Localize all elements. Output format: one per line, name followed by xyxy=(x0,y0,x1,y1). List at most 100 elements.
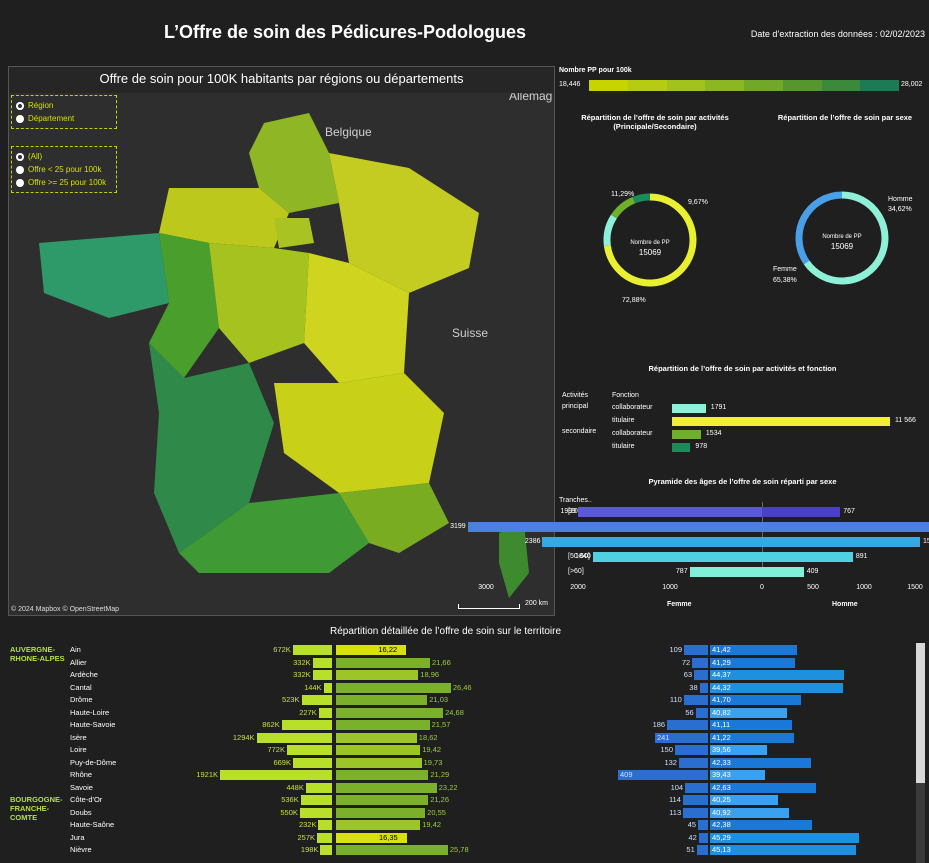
france-map[interactable] xyxy=(9,93,554,615)
pp-bar[interactable] xyxy=(685,782,708,793)
fonction-bar[interactable] xyxy=(672,404,706,413)
pop-bar[interactable] xyxy=(320,845,332,855)
rate-bar[interactable] xyxy=(336,732,417,743)
pop-bar[interactable] xyxy=(286,745,332,755)
donut-sex[interactable]: Nombre de PP 15069 xyxy=(792,188,892,288)
pop-bar[interactable] xyxy=(305,782,332,793)
donut-segment[interactable] xyxy=(611,196,636,219)
radio-icon[interactable] xyxy=(16,114,24,123)
age-bar[interactable] xyxy=(710,657,795,668)
pyramid-bar-homme[interactable] xyxy=(762,552,853,562)
pyramid-bar-homme[interactable] xyxy=(762,567,804,577)
age-bar[interactable] xyxy=(710,795,778,805)
rate-bar[interactable] xyxy=(336,770,429,780)
pyramid-bar-femme[interactable] xyxy=(578,507,762,517)
donut-segment[interactable] xyxy=(803,191,889,285)
pyramid-bar-homme[interactable] xyxy=(762,537,920,547)
pop-bar[interactable] xyxy=(301,695,332,705)
age-bar[interactable] xyxy=(710,695,802,705)
rate-bar[interactable] xyxy=(336,795,429,805)
pop-bar[interactable] xyxy=(256,732,332,743)
rate-bar[interactable] xyxy=(336,720,430,730)
scrollbar-thumb[interactable] xyxy=(916,643,925,783)
donut-segment[interactable] xyxy=(603,214,617,247)
radio-icon[interactable] xyxy=(16,101,24,110)
pyramid-bar-femme[interactable] xyxy=(542,537,762,547)
radio-icon[interactable] xyxy=(16,152,24,161)
pop-bar[interactable] xyxy=(317,832,332,843)
rate-bar[interactable] xyxy=(336,707,444,718)
rate-bar[interactable] xyxy=(336,682,451,693)
rate-bar[interactable] xyxy=(336,845,448,855)
pp-bar[interactable] xyxy=(683,695,708,705)
pp-bar[interactable] xyxy=(678,757,708,768)
pop-bar[interactable] xyxy=(318,707,332,718)
map-view[interactable]: Belgique Suisse Allemag Région Départeme… xyxy=(9,93,554,615)
pp-bar[interactable] xyxy=(682,795,708,805)
age-bar[interactable] xyxy=(710,682,844,693)
age-bar[interactable] xyxy=(710,745,767,755)
offer-option-ge25[interactable]: Offre >= 25 pour 100k xyxy=(16,176,112,189)
rate-bar[interactable] xyxy=(336,832,407,843)
donut-activity[interactable]: Nombre de PP 15069 xyxy=(600,190,700,290)
rate-bar[interactable] xyxy=(336,807,426,818)
pp-bar[interactable] xyxy=(694,670,708,680)
rate-bar[interactable] xyxy=(336,670,419,680)
age-bar[interactable] xyxy=(710,807,789,818)
pp-bar[interactable] xyxy=(654,732,708,743)
pyramid-bar-femme[interactable] xyxy=(689,567,762,577)
fonction-bar[interactable] xyxy=(672,417,890,426)
age-bar[interactable] xyxy=(710,720,792,730)
rate-bar[interactable] xyxy=(336,645,407,655)
rate-bar[interactable] xyxy=(336,782,437,793)
radio-icon[interactable] xyxy=(16,178,24,187)
pp-bar[interactable] xyxy=(675,745,708,755)
pp-bar[interactable] xyxy=(696,845,708,855)
pop-bar[interactable] xyxy=(312,657,332,668)
pop-bar[interactable] xyxy=(318,820,332,830)
offer-option-all[interactable]: (All) xyxy=(16,150,112,163)
age-bar[interactable] xyxy=(710,645,797,655)
age-bar[interactable] xyxy=(710,757,812,768)
pop-bar[interactable] xyxy=(299,807,332,818)
donut-segment[interactable] xyxy=(795,191,843,265)
pop-bar[interactable] xyxy=(323,682,332,693)
donut-segment[interactable] xyxy=(632,193,651,204)
rate-bar[interactable] xyxy=(336,745,421,755)
pyramid-bar-homme[interactable] xyxy=(762,507,841,517)
age-bar[interactable] xyxy=(710,770,765,780)
rate-bar[interactable] xyxy=(336,657,430,668)
pp-bar[interactable] xyxy=(618,770,708,780)
donut-segment[interactable] xyxy=(603,193,697,287)
age-bar[interactable] xyxy=(710,845,857,855)
level-option-departement[interactable]: Département xyxy=(16,112,112,125)
pp-bar[interactable] xyxy=(698,820,708,830)
rate-bar[interactable] xyxy=(336,757,422,768)
fonction-bar[interactable] xyxy=(672,430,701,439)
age-bar[interactable] xyxy=(710,707,788,718)
pp-bar[interactable] xyxy=(684,645,708,655)
pp-bar[interactable] xyxy=(698,832,708,843)
pp-bar[interactable] xyxy=(683,807,708,818)
pop-bar[interactable] xyxy=(220,770,332,780)
age-bar[interactable] xyxy=(710,832,859,843)
radio-icon[interactable] xyxy=(16,165,24,174)
fonction-bar[interactable] xyxy=(672,443,691,452)
pop-bar[interactable] xyxy=(292,757,332,768)
pop-bar[interactable] xyxy=(292,645,332,655)
pp-bar[interactable] xyxy=(699,682,708,693)
detail-scrollbar[interactable] xyxy=(916,643,925,863)
rate-bar[interactable] xyxy=(336,695,428,705)
age-bar[interactable] xyxy=(710,732,794,743)
level-option-region[interactable]: Région xyxy=(16,99,112,112)
pp-bar[interactable] xyxy=(695,707,708,718)
pp-bar[interactable] xyxy=(667,720,708,730)
offer-option-lt25[interactable]: Offre < 25 pour 100k xyxy=(16,163,112,176)
pyramid-bar-femme[interactable] xyxy=(592,552,762,562)
map-credit[interactable]: © 2024 Mapbox © OpenStreetMap xyxy=(11,606,119,613)
pop-bar[interactable] xyxy=(281,720,332,730)
age-bar[interactable] xyxy=(710,670,844,680)
rate-bar[interactable] xyxy=(336,820,421,830)
age-bar[interactable] xyxy=(710,820,813,830)
pop-bar[interactable] xyxy=(312,670,332,680)
